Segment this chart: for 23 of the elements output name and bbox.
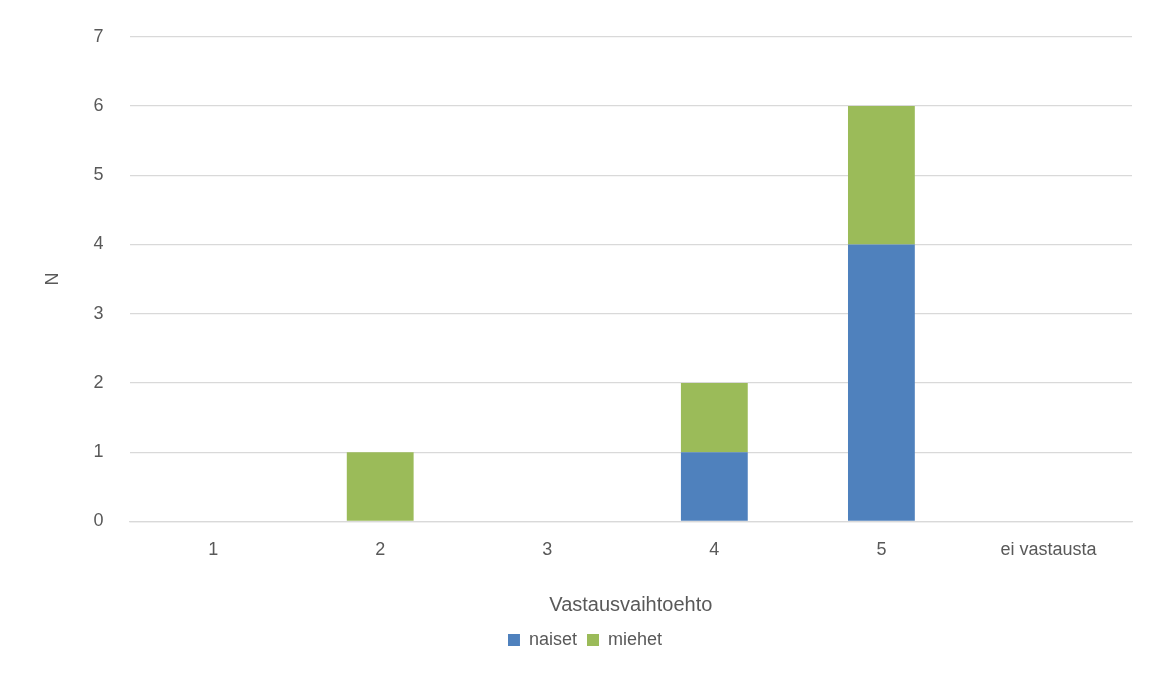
bar: [847, 244, 915, 521]
bar: [847, 106, 915, 245]
y-tick-label: 7: [93, 25, 104, 46]
x-tick-label: 3: [542, 539, 553, 560]
y-tick-label: 5: [93, 164, 104, 185]
bar: [346, 452, 414, 521]
y-tick-label: 1: [93, 441, 104, 462]
y-tick-label: 3: [93, 302, 104, 323]
x-axis-title: Vastausvaihtoehto: [549, 592, 713, 615]
legend-label: miehet: [608, 628, 663, 649]
bar: [680, 382, 748, 453]
x-tick-label: ei vastausta: [1000, 539, 1098, 560]
y-tick-label: 2: [93, 371, 104, 392]
legend-label: naiset: [528, 628, 578, 649]
y-tick-label: 4: [93, 233, 104, 254]
x-tick-label: 1: [208, 539, 219, 560]
x-tick-label: 5: [876, 539, 887, 560]
y-axis-title: N: [41, 272, 62, 286]
x-tick-label: 2: [375, 539, 386, 560]
x-tick-label: 4: [709, 539, 720, 560]
y-tick-label: 0: [93, 510, 104, 531]
y-tick-label: 6: [93, 95, 104, 115]
bar: [680, 452, 748, 521]
